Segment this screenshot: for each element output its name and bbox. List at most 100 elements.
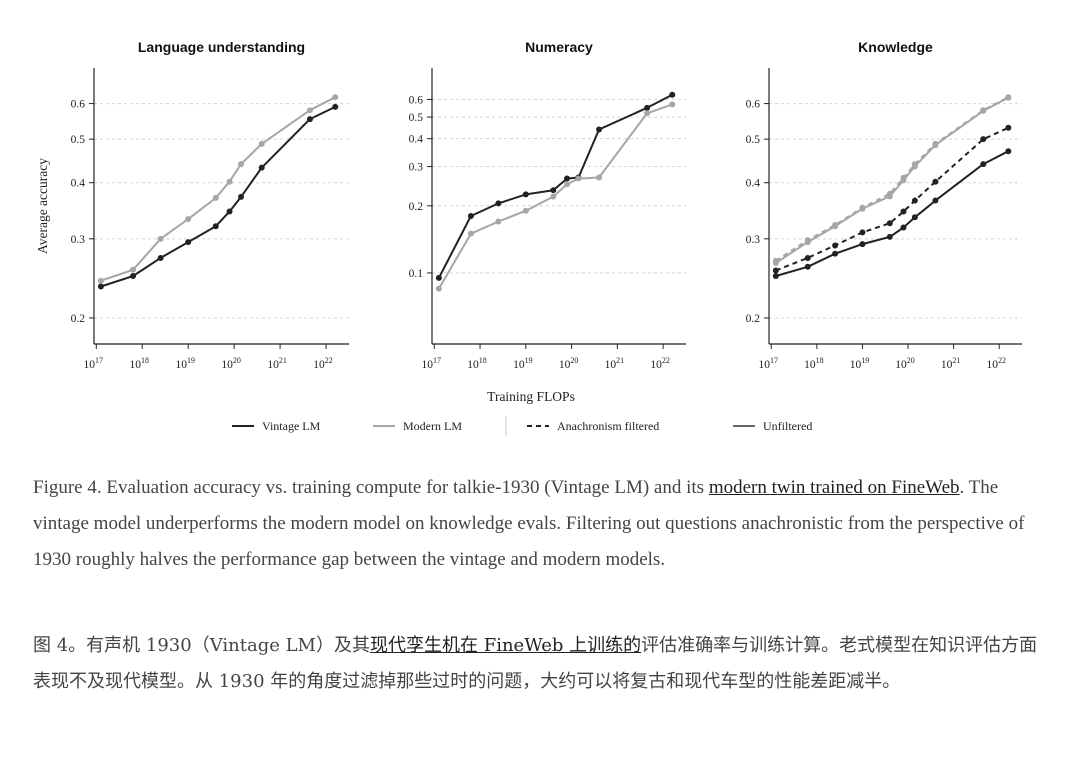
figure-chart: Language understanding 0.2 0.3 0.4 0.5 0.6 101…: [35, 39, 1022, 436]
caption-chinese: 图 4。有声机 1930（Vintage LM）及其现代孪生机在 FineWeb…: [33, 628, 1043, 700]
data-point: [522, 191, 529, 198]
data-point: [932, 178, 939, 185]
data-point: [980, 161, 987, 168]
data-point: [550, 187, 557, 194]
chart-panel-2: Numeracy 0.1 0.2 0.3 0.4 0.5 0.6 1017 1018 1019 10…: [409, 39, 686, 371]
data-point: [596, 174, 603, 181]
data-point: [238, 193, 245, 200]
data-point: [332, 103, 339, 110]
y-tick-label: 0.4: [71, 178, 86, 190]
data-point: [832, 222, 839, 229]
caption-english: Figure 4. Evaluation accuracy vs. traini…: [33, 470, 1043, 578]
x-tick-label: 1021: [267, 356, 287, 371]
chart-title: Numeracy: [525, 39, 593, 55]
data-point: [932, 140, 939, 147]
series-line: [100, 105, 336, 288]
series-line: [775, 150, 1009, 277]
y-tick-label: 0.2: [71, 313, 86, 325]
data-point: [97, 283, 104, 290]
data-point: [832, 242, 839, 249]
x-tick-label: 1019: [175, 356, 195, 371]
x-tick-label: 1020: [221, 356, 241, 371]
data-point: [886, 220, 893, 227]
y-axis-label: Average accuracy: [35, 158, 50, 254]
data-point: [859, 204, 866, 211]
data-point: [804, 237, 811, 244]
caption-zh-suffix: 评估准确率与训练计算。老式模型在知识评估方面表现不及现代模型。从 1930 年的…: [33, 635, 1038, 692]
data-point: [772, 267, 779, 274]
series-line: [438, 103, 673, 290]
x-axis-label: Training FLOPs: [487, 389, 575, 404]
caption-en-link[interactable]: modern twin trained on FineWeb: [708, 477, 960, 498]
x-tick-label: 1019: [513, 356, 533, 371]
data-point: [258, 140, 265, 147]
series-modern-lm: [97, 94, 339, 284]
y-tick-label: 0.5: [71, 134, 86, 146]
data-point: [226, 208, 233, 215]
y-tick-label: 0.2: [409, 201, 424, 213]
series-line: [438, 93, 673, 279]
x-tick-label: 1022: [986, 356, 1006, 371]
x-tick-label: 1022: [313, 356, 333, 371]
x-tick-label: 1018: [129, 356, 149, 371]
x-tick-label: 1022: [650, 356, 670, 371]
data-point: [238, 161, 245, 168]
data-point: [804, 254, 811, 261]
data-point: [980, 107, 987, 114]
data-point: [495, 218, 502, 225]
data-point: [306, 107, 313, 114]
series-line: [100, 96, 336, 282]
data-point: [1005, 94, 1012, 101]
data-point: [859, 241, 866, 248]
caption-zh-link[interactable]: 现代孪生机在 FineWeb 上训练的: [369, 635, 642, 656]
series-vintage-lm: [435, 91, 676, 281]
y-tick-label: 0.5: [746, 134, 761, 146]
data-point: [157, 235, 164, 242]
y-tick-label: 0.5: [409, 112, 424, 124]
y-tick-label: 0.6: [746, 99, 761, 111]
data-point: [911, 197, 918, 204]
data-point: [550, 193, 557, 200]
legend-label: Unfiltered: [763, 419, 812, 433]
x-tick-label: 1021: [941, 356, 961, 371]
legend: Vintage LM Modern LM Anachronism filtered U…: [232, 416, 812, 436]
data-point: [332, 94, 339, 101]
data-point: [157, 254, 164, 261]
legend-label: Modern LM: [403, 419, 462, 433]
y-tick-label: 0.4: [746, 178, 761, 190]
data-point: [1005, 148, 1012, 155]
data-point: [911, 161, 918, 168]
x-tick-label: 1018: [467, 356, 487, 371]
data-point: [467, 230, 474, 237]
chart-title: Language understanding: [138, 39, 305, 55]
caption-en-suffix: . The vintage model underperforms the mo…: [33, 477, 1025, 570]
y-tick-label: 0.2: [746, 313, 761, 325]
data-point: [772, 257, 779, 264]
data-point: [859, 229, 866, 236]
data-point: [258, 164, 265, 171]
y-tick-label: 0.1: [409, 268, 424, 280]
data-point: [226, 178, 233, 185]
data-point: [911, 214, 918, 221]
y-tick-label: 0.3: [746, 234, 761, 246]
data-point: [306, 116, 313, 123]
data-point: [212, 223, 219, 230]
data-point: [832, 250, 839, 257]
x-tick-label: 1020: [559, 356, 579, 371]
data-point: [495, 200, 502, 207]
series-line: [775, 126, 1009, 272]
data-point: [932, 197, 939, 204]
x-tick-label: 1017: [422, 356, 442, 371]
x-tick-label: 1020: [895, 356, 915, 371]
y-tick-label: 0.3: [71, 234, 86, 246]
data-point: [130, 266, 137, 273]
data-point: [564, 175, 571, 182]
data-point: [97, 277, 104, 284]
x-tick-label: 1019: [850, 356, 870, 371]
data-point: [886, 233, 893, 240]
data-point: [435, 285, 442, 292]
data-point: [185, 239, 192, 246]
caption-zh-prefix: 图 4。有声机 1930（Vintage LM）及其: [33, 635, 370, 656]
data-point: [804, 263, 811, 270]
data-point: [467, 213, 474, 220]
